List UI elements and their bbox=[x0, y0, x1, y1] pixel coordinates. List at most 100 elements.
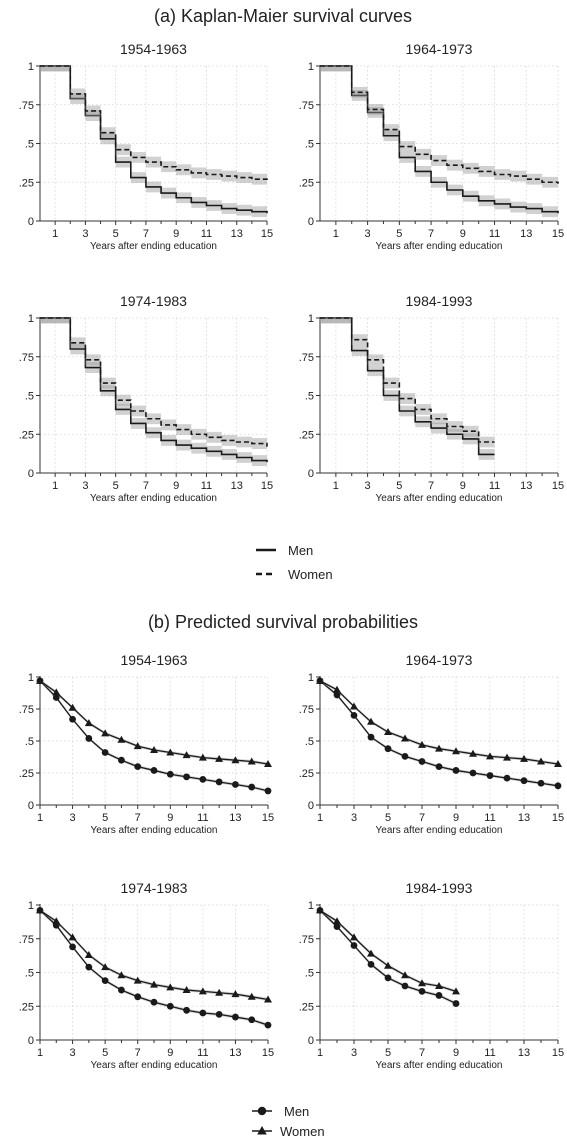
series-women-point bbox=[452, 747, 460, 755]
series-women-point bbox=[133, 976, 142, 984]
section-a-title: (a) Kaplan-Maier survival curves bbox=[154, 6, 412, 26]
y-tick-label: .5 bbox=[305, 968, 314, 980]
series-men-point bbox=[384, 745, 392, 753]
y-tick-label: .5 bbox=[305, 736, 314, 748]
y-tick-label: 0 bbox=[28, 1035, 34, 1047]
x-tick-label: 3 bbox=[365, 228, 371, 240]
series-women-ci-band bbox=[40, 66, 267, 187]
y-tick-label: 0 bbox=[308, 468, 314, 480]
x-tick-label: 9 bbox=[453, 1047, 459, 1059]
series-men-point bbox=[101, 977, 109, 984]
x-axis-label: Years after ending education bbox=[90, 493, 217, 504]
series-women-point bbox=[418, 740, 426, 748]
panel-title: 1964-1973 bbox=[406, 652, 473, 668]
y-tick-label: .75 bbox=[299, 352, 314, 364]
x-tick-label: 1 bbox=[333, 228, 339, 240]
series-women-point bbox=[117, 735, 126, 743]
y-tick-label: .75 bbox=[19, 704, 34, 716]
series-women-point bbox=[231, 756, 240, 764]
series-men-line bbox=[39, 909, 269, 1026]
x-tick-label: 13 bbox=[231, 480, 243, 492]
series-men-point bbox=[232, 781, 239, 788]
series-women-point bbox=[264, 760, 272, 768]
legend-a-women-label: Women bbox=[288, 567, 333, 582]
x-tick-label: 15 bbox=[261, 480, 273, 492]
legend-a-men-label: Men bbox=[288, 543, 313, 558]
legend-b-men-label: Men bbox=[284, 1104, 309, 1119]
y-tick-label: .25 bbox=[19, 429, 34, 441]
series-women-point bbox=[333, 685, 341, 693]
x-tick-label: 9 bbox=[453, 812, 459, 824]
series-women-point bbox=[166, 748, 175, 756]
series-men-point bbox=[264, 787, 272, 795]
y-tick-label: 0 bbox=[28, 800, 34, 812]
series-women-point bbox=[435, 744, 443, 752]
x-tick-label: 5 bbox=[396, 228, 402, 240]
series-men-point bbox=[166, 770, 174, 778]
x-tick-label: 11 bbox=[197, 812, 208, 824]
x-tick-label: 13 bbox=[518, 812, 530, 824]
y-tick-label: 0 bbox=[308, 1035, 314, 1047]
series-men-point bbox=[333, 691, 341, 699]
series-women-line bbox=[320, 65, 559, 184]
series-women-point bbox=[435, 982, 443, 989]
series-men-point bbox=[248, 1016, 256, 1024]
x-tick-label: 15 bbox=[552, 480, 564, 492]
series-women-point bbox=[68, 933, 77, 941]
series-men-point bbox=[418, 988, 426, 995]
x-tick-label: 3 bbox=[70, 1047, 76, 1059]
series-women-point bbox=[231, 990, 240, 998]
series-men-point bbox=[166, 1002, 174, 1010]
x-tick-label: 9 bbox=[173, 228, 179, 240]
x-tick-label: 1 bbox=[37, 1047, 43, 1059]
series-men-ci-band bbox=[320, 66, 558, 219]
series-women-point bbox=[452, 987, 460, 995]
series-women-point bbox=[503, 753, 511, 761]
series-men-point bbox=[503, 774, 511, 782]
y-tick-label: .25 bbox=[299, 429, 314, 441]
x-tick-label: 7 bbox=[419, 812, 425, 824]
x-tick-label: 5 bbox=[102, 812, 108, 824]
y-tick-label: 0 bbox=[308, 216, 314, 228]
x-tick-label: 7 bbox=[135, 812, 141, 824]
x-tick-label: 15 bbox=[552, 228, 564, 240]
series-women-ci-band bbox=[320, 318, 495, 448]
series-men-line bbox=[39, 680, 269, 792]
y-tick-label: .25 bbox=[19, 768, 34, 780]
x-tick-label: 15 bbox=[262, 812, 274, 824]
x-tick-label: 7 bbox=[143, 480, 149, 492]
x-tick-label: 7 bbox=[135, 1047, 141, 1059]
legend-b-women-label: Women bbox=[280, 1124, 325, 1139]
y-tick-label: .25 bbox=[299, 768, 314, 780]
y-tick-label: 1 bbox=[28, 313, 34, 325]
y-tick-label: .5 bbox=[25, 139, 34, 151]
series-men-point bbox=[435, 763, 443, 770]
series-men-point bbox=[150, 767, 158, 774]
y-tick-label: .5 bbox=[25, 736, 34, 748]
x-axis-label: Years after ending education bbox=[376, 493, 503, 504]
series-men-point bbox=[367, 961, 375, 968]
x-tick-label: 3 bbox=[82, 480, 88, 492]
series-women-point bbox=[247, 757, 256, 765]
x-tick-label: 3 bbox=[82, 228, 88, 240]
x-axis-label: Years after ending education bbox=[376, 1060, 503, 1071]
series-women-point bbox=[486, 752, 494, 760]
series-women-point bbox=[68, 703, 77, 711]
x-tick-label: 9 bbox=[173, 480, 179, 492]
series-women-line bbox=[40, 65, 268, 181]
y-tick-label: .25 bbox=[299, 1001, 314, 1013]
y-tick-label: .75 bbox=[19, 100, 34, 112]
series-men-point bbox=[150, 998, 158, 1006]
series-men-point bbox=[183, 1006, 190, 1014]
series-men-point bbox=[215, 1010, 223, 1018]
series-men-point bbox=[118, 986, 125, 994]
x-tick-label: 15 bbox=[552, 1047, 564, 1059]
x-tick-label: 3 bbox=[351, 812, 357, 824]
panel-title: 1964-1973 bbox=[406, 41, 473, 57]
x-tick-label: 5 bbox=[385, 812, 391, 824]
